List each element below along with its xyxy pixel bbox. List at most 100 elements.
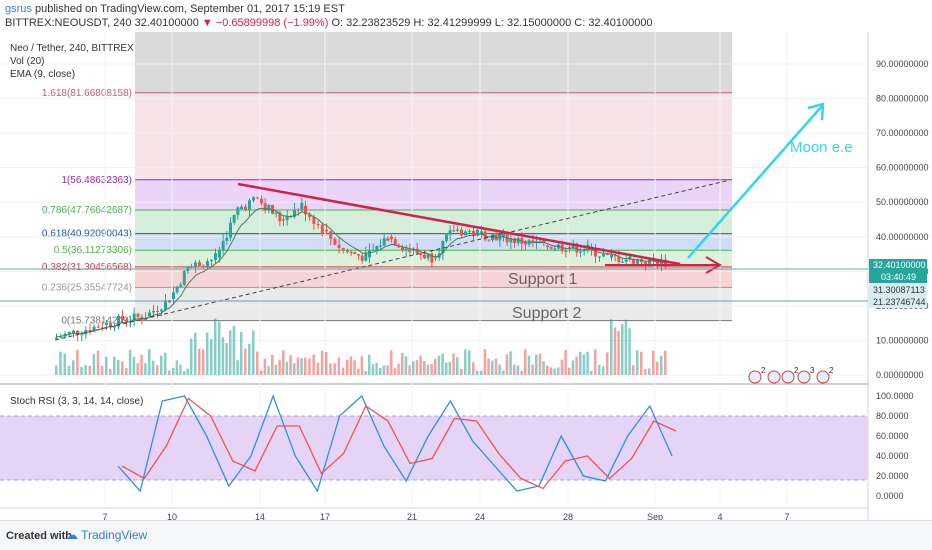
volume-bar: [337, 357, 341, 375]
candle-body: [579, 251, 582, 253]
chart-area[interactable]: 1.618(81.66808158) 1(56.48632363) 0.786(47…: [0, 32, 932, 522]
volume-bar: [575, 356, 578, 375]
volume-bar: [636, 350, 639, 375]
candle-body: [644, 261, 647, 264]
cloud-icon: ☁: [66, 528, 78, 542]
candle-body: [664, 259, 667, 268]
volume-bar: [393, 367, 397, 375]
event-flag-icon[interactable]: [767, 370, 781, 384]
candle-body: [513, 238, 516, 244]
time-axis[interactable]: 7 10 14 17 21 24 28 Sep 4 7: [102, 512, 789, 522]
event-flag-icon[interactable]: [797, 370, 811, 384]
volume-bar: [480, 370, 483, 375]
candle-body: [206, 261, 209, 267]
time-tick-label: 17: [320, 512, 330, 520]
volume-bar: [594, 349, 597, 375]
event-flag-icon[interactable]: [748, 370, 762, 384]
support1-label: Support 1: [508, 271, 577, 288]
volume-bar: [289, 355, 292, 375]
volume-bar: [285, 361, 289, 375]
volume-bar: [560, 359, 564, 375]
volume-bar: [346, 359, 349, 375]
volume-bar: [527, 355, 531, 375]
volume-bar: [105, 356, 108, 375]
chart-header: gsrus published on TradingView.com, Sept…: [0, 0, 932, 32]
event-markers[interactable]: 2 2 3 2: [748, 366, 834, 384]
event-flag-icon[interactable]: [816, 370, 830, 384]
volume-bar: [232, 326, 236, 375]
candle-body: [480, 231, 483, 234]
candle-body: [371, 249, 375, 251]
volume-bar: [375, 362, 378, 375]
candle-body: [72, 330, 75, 334]
price-tick-label: 70.00000000: [876, 128, 929, 138]
volume-bar: [325, 351, 328, 375]
candle-body: [564, 251, 568, 253]
candle-body: [621, 261, 624, 263]
volume-bar: [304, 357, 307, 375]
volume-bar: [349, 356, 353, 375]
candle-body: [341, 248, 345, 251]
time-tick-label: 24: [475, 512, 485, 520]
volume-bar: [644, 369, 647, 375]
candle-body: [408, 248, 412, 253]
volume-bar: [660, 355, 663, 375]
time-tick-label: 7: [784, 512, 789, 520]
fib-retracement[interactable]: 1.618(81.66808158) 1(56.48632363) 0.786(47…: [42, 32, 732, 327]
candle-body: [502, 233, 505, 237]
fib-level-label: 0(15.73814249): [61, 316, 132, 327]
volume-bar: [610, 319, 613, 375]
price-tick-label: 50.00000000: [876, 197, 929, 207]
volume-bar: [84, 364, 87, 375]
volume-bar: [316, 362, 320, 375]
volume-bar: [278, 360, 281, 375]
fib-zone: [135, 266, 732, 288]
last-price-text: 32.40100000: [873, 260, 926, 270]
volume-bar: [557, 367, 560, 375]
volume-bar: [598, 364, 601, 375]
volume-bar: [341, 367, 345, 375]
candle-body: [617, 256, 621, 263]
descending-trendline[interactable]: [237, 182, 681, 266]
svg-text:2: 2: [761, 366, 766, 375]
volume-bar: [437, 355, 441, 375]
volume-bar: [476, 370, 479, 375]
event-flag-icon[interactable]: [781, 370, 795, 384]
volume-bar: [520, 370, 523, 375]
volume-bar: [175, 360, 179, 375]
rising-trendline[interactable]: [54, 179, 731, 341]
rsi-tick-label: 80.0000: [876, 411, 909, 421]
candle-body: [349, 251, 353, 253]
last-price-tag: [869, 259, 927, 271]
candle-body: [333, 238, 337, 245]
candle-body: [393, 239, 397, 246]
candle-body: [190, 266, 193, 268]
volume-bar: [624, 319, 628, 375]
svg-text:2: 2: [829, 366, 834, 375]
volume-bar: [72, 360, 75, 375]
footer-brand[interactable]: ☁ TradingView: [66, 528, 147, 542]
volume-bar: [524, 349, 527, 375]
volume-bar: [67, 365, 71, 375]
candle-body: [553, 248, 557, 250]
time-tick-label: 10: [167, 512, 177, 520]
candle-body: [296, 209, 300, 211]
volume-bar: [586, 351, 589, 375]
volume-bar: [360, 356, 364, 375]
volume-bar: [182, 370, 186, 375]
volume-bar: [357, 368, 360, 375]
moon-arrow-line[interactable]: [687, 105, 823, 259]
volume-bar: [244, 348, 247, 375]
fib-level-label: 0.236(25.35547724): [42, 282, 132, 293]
volume-bar: [606, 352, 609, 375]
candle-body: [415, 248, 419, 254]
candle-body: [308, 214, 312, 218]
volume-bar: [386, 365, 389, 375]
volume-bar: [221, 337, 225, 375]
candle-body: [575, 243, 579, 253]
volume-bar: [412, 361, 415, 375]
symbol-line: BITTREX:NEOUSDT, 240 32.40100000 ▼ −0.65…: [5, 17, 653, 29]
chart-svg[interactable]: 1.618(81.66808158) 1(56.48632363) 0.786(47…: [0, 32, 932, 522]
author-link[interactable]: gsrus: [5, 3, 32, 15]
volume-bar: [186, 368, 189, 375]
